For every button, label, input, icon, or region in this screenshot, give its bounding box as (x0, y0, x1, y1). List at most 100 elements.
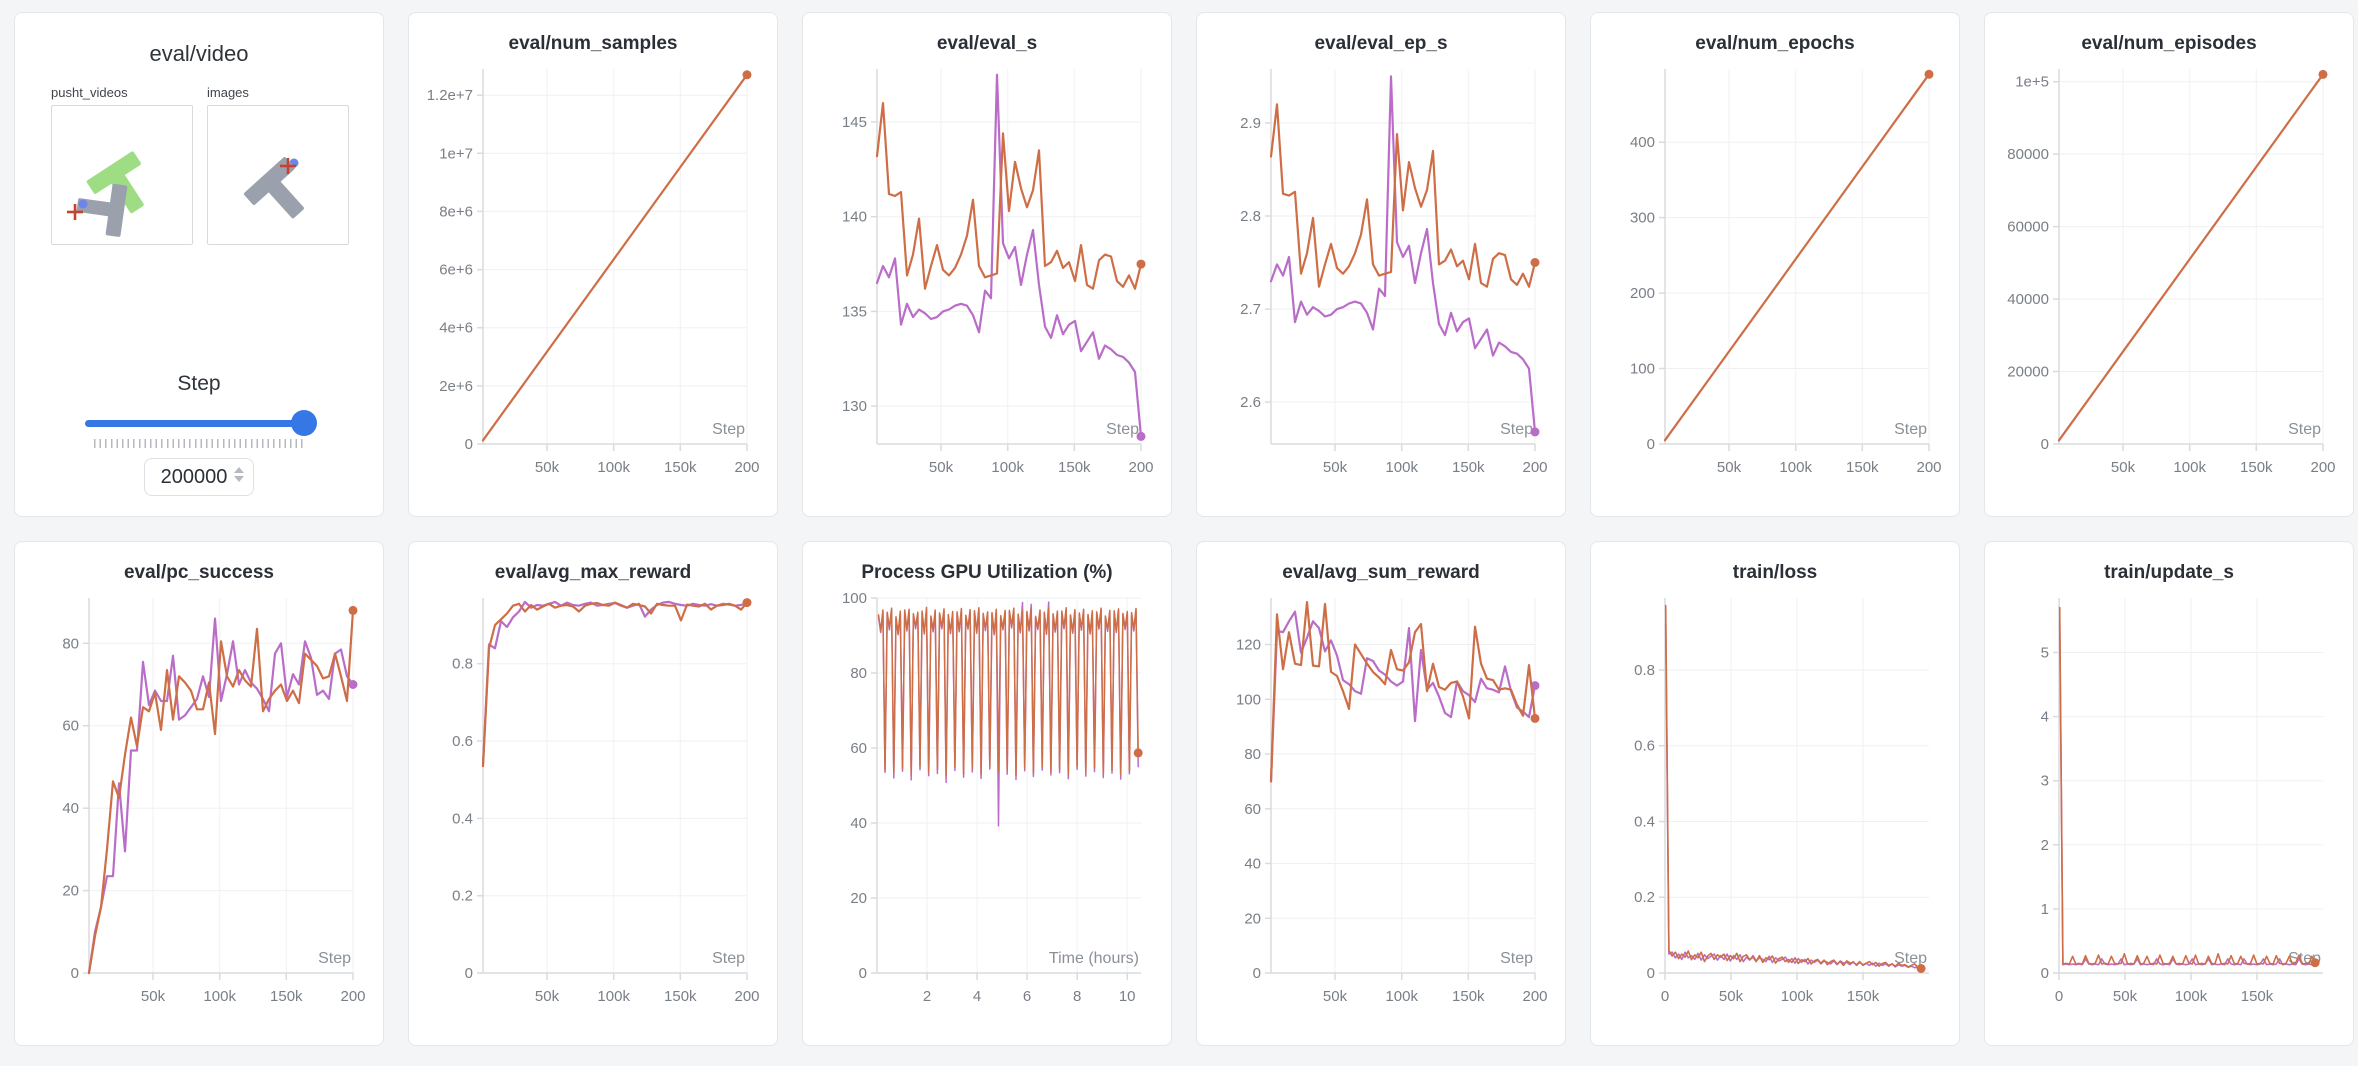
step-slider[interactable] (85, 410, 317, 436)
svg-text:60000: 60000 (2007, 219, 2049, 236)
spinner-up-icon[interactable] (234, 467, 244, 473)
svg-text:0: 0 (2041, 965, 2049, 982)
chart-eval-num-episodes[interactable]: 50k 100k 150k 200 0 20000 40000 60000 80000 1e+5 S… (2001, 59, 2337, 489)
svg-text:140: 140 (842, 209, 867, 226)
svg-text:100k: 100k (991, 459, 1024, 476)
svg-text:0: 0 (859, 965, 867, 982)
panel-eval-video: eval/video pusht_videos (14, 12, 384, 517)
panel-title: eval/num_samples (508, 33, 678, 54)
svg-text:4: 4 (2041, 709, 2049, 726)
svg-text:100k: 100k (597, 988, 630, 1005)
svg-text:Step: Step (712, 950, 745, 967)
svg-text:20: 20 (850, 890, 867, 907)
svg-text:6: 6 (1023, 988, 1031, 1005)
panel-eval-avg-sum-reward: eval/avg_sum_reward 50k 100k 150k 200 0 20 40 6… (1196, 541, 1566, 1046)
svg-text:8: 8 (1073, 988, 1081, 1005)
step-label: Step (177, 372, 221, 395)
slider-tick-ruler (94, 439, 306, 448)
svg-text:0: 0 (1647, 965, 1655, 982)
chart-eval-avg-max-reward[interactable]: 50k 100k 150k 200 0 0.2 0.4 0.6 0.8 Step (425, 588, 761, 1018)
stepper-controls[interactable] (234, 467, 244, 482)
svg-text:0.6: 0.6 (1634, 738, 1655, 755)
svg-text:50k: 50k (2113, 988, 2138, 1005)
svg-text:40: 40 (1244, 856, 1261, 873)
panel-eval-eval-s: eval/eval_s 50k 100k 150k 200 130 135 140 145 St… (802, 12, 1172, 517)
svg-text:50k: 50k (1717, 459, 1742, 476)
svg-text:2e+6: 2e+6 (439, 378, 473, 395)
panel-eval-num-samples: eval/num_samples 50k 100k 150k 200 0 2e+6 4e+6… (408, 12, 778, 517)
svg-text:20: 20 (62, 883, 79, 900)
svg-text:200: 200 (1522, 988, 1547, 1005)
green-t-block (86, 151, 144, 214)
svg-text:100k: 100k (1385, 459, 1418, 476)
svg-text:150k: 150k (1846, 459, 1879, 476)
chart-eval-eval-ep-s[interactable]: 50k 100k 150k 200 2.6 2.7 2.8 2.9 Step (1213, 59, 1549, 489)
step-control: Step 200000 (31, 372, 367, 502)
svg-text:100k: 100k (2175, 988, 2208, 1005)
svg-text:60: 60 (62, 718, 79, 735)
svg-text:50k: 50k (1323, 988, 1348, 1005)
svg-text:0: 0 (71, 965, 79, 982)
chart-eval-pc-success[interactable]: 50k 100k 150k 200 0 20 40 60 80 Step (31, 588, 367, 1018)
svg-text:100: 100 (842, 590, 867, 607)
panel-eval-pc-success: eval/pc_success 50k 100k 150k 200 0 20 40 60 80 S… (14, 541, 384, 1046)
svg-text:Time (hours): Time (hours) (1049, 950, 1139, 967)
svg-text:150k: 150k (2240, 459, 2273, 476)
panel-train-loss: train/loss 0 50k 100k 150k 0 0.2 0.4 0.6 0.8 Step (1590, 541, 1960, 1046)
svg-text:120: 120 (1236, 637, 1261, 654)
svg-text:10: 10 (1119, 988, 1136, 1005)
svg-text:100: 100 (1630, 361, 1655, 378)
svg-text:145: 145 (842, 114, 867, 131)
panel-title: eval/num_episodes (2081, 33, 2257, 54)
svg-text:400: 400 (1630, 134, 1655, 151)
svg-text:Step: Step (1894, 950, 1927, 967)
svg-text:40: 40 (62, 800, 79, 817)
panel-title: eval/pc_success (123, 562, 274, 583)
svg-text:50k: 50k (929, 459, 954, 476)
svg-text:100k: 100k (1385, 988, 1418, 1005)
media-key-label: pusht_videos (51, 85, 128, 100)
svg-text:150k: 150k (1452, 459, 1485, 476)
svg-text:150k: 150k (1058, 459, 1091, 476)
svg-text:150k: 150k (1847, 988, 1880, 1005)
svg-text:1e+7: 1e+7 (439, 145, 473, 162)
panel-title: train/update_s (2104, 562, 2234, 583)
svg-text:8e+6: 8e+6 (439, 203, 473, 220)
chart-train-loss[interactable]: 0 50k 100k 150k 0 0.2 0.4 0.6 0.8 Step (1607, 588, 1943, 1018)
svg-text:3: 3 (2041, 773, 2049, 790)
svg-text:4: 4 (973, 988, 981, 1005)
svg-text:Step: Step (318, 950, 351, 967)
svg-text:0.2: 0.2 (1634, 889, 1655, 906)
chart-eval-eval-s[interactable]: 50k 100k 150k 200 130 135 140 145 Step (819, 59, 1155, 489)
panel-title: eval/eval_s (936, 33, 1038, 54)
svg-text:0: 0 (1661, 988, 1669, 1005)
svg-text:50k: 50k (535, 459, 560, 476)
svg-text:0: 0 (2055, 988, 2063, 1005)
pusht-video-thumbnail[interactable] (51, 105, 193, 245)
svg-text:200: 200 (1522, 459, 1547, 476)
slider-thumb[interactable] (291, 410, 317, 436)
chart-eval-num-epochs[interactable]: 50k 100k 150k 200 0 100 200 300 400 Step (1607, 59, 1943, 489)
svg-text:150k: 150k (2241, 988, 2274, 1005)
chart-eval-num-samples[interactable]: 50k 100k 150k 200 0 2e+6 4e+6 6e+6 8e+6 1e+7 1.2e+… (425, 59, 761, 489)
images-scene-image (243, 157, 304, 219)
svg-text:0.8: 0.8 (1634, 662, 1655, 679)
images-thumbnail[interactable] (207, 105, 349, 245)
step-value: 200000 (160, 465, 228, 488)
step-number-input[interactable]: 200000 (144, 458, 254, 496)
agent-dot (78, 199, 88, 209)
svg-text:300: 300 (1630, 210, 1655, 227)
svg-text:2.8: 2.8 (1240, 208, 1261, 225)
panel-title: eval/avg_sum_reward (1282, 562, 1480, 583)
svg-text:50k: 50k (141, 988, 166, 1005)
slider-track[interactable] (85, 420, 313, 427)
svg-text:130: 130 (842, 398, 867, 415)
panel-eval-num-epochs: eval/num_epochs 50k 100k 150k 200 0 100 200 300… (1590, 12, 1960, 517)
spinner-down-icon[interactable] (234, 476, 244, 482)
svg-text:6e+6: 6e+6 (439, 262, 473, 279)
chart-eval-avg-sum-reward[interactable]: 50k 100k 150k 200 0 20 40 60 80 100 120 Step (1213, 588, 1549, 1018)
svg-text:20000: 20000 (2007, 364, 2049, 381)
